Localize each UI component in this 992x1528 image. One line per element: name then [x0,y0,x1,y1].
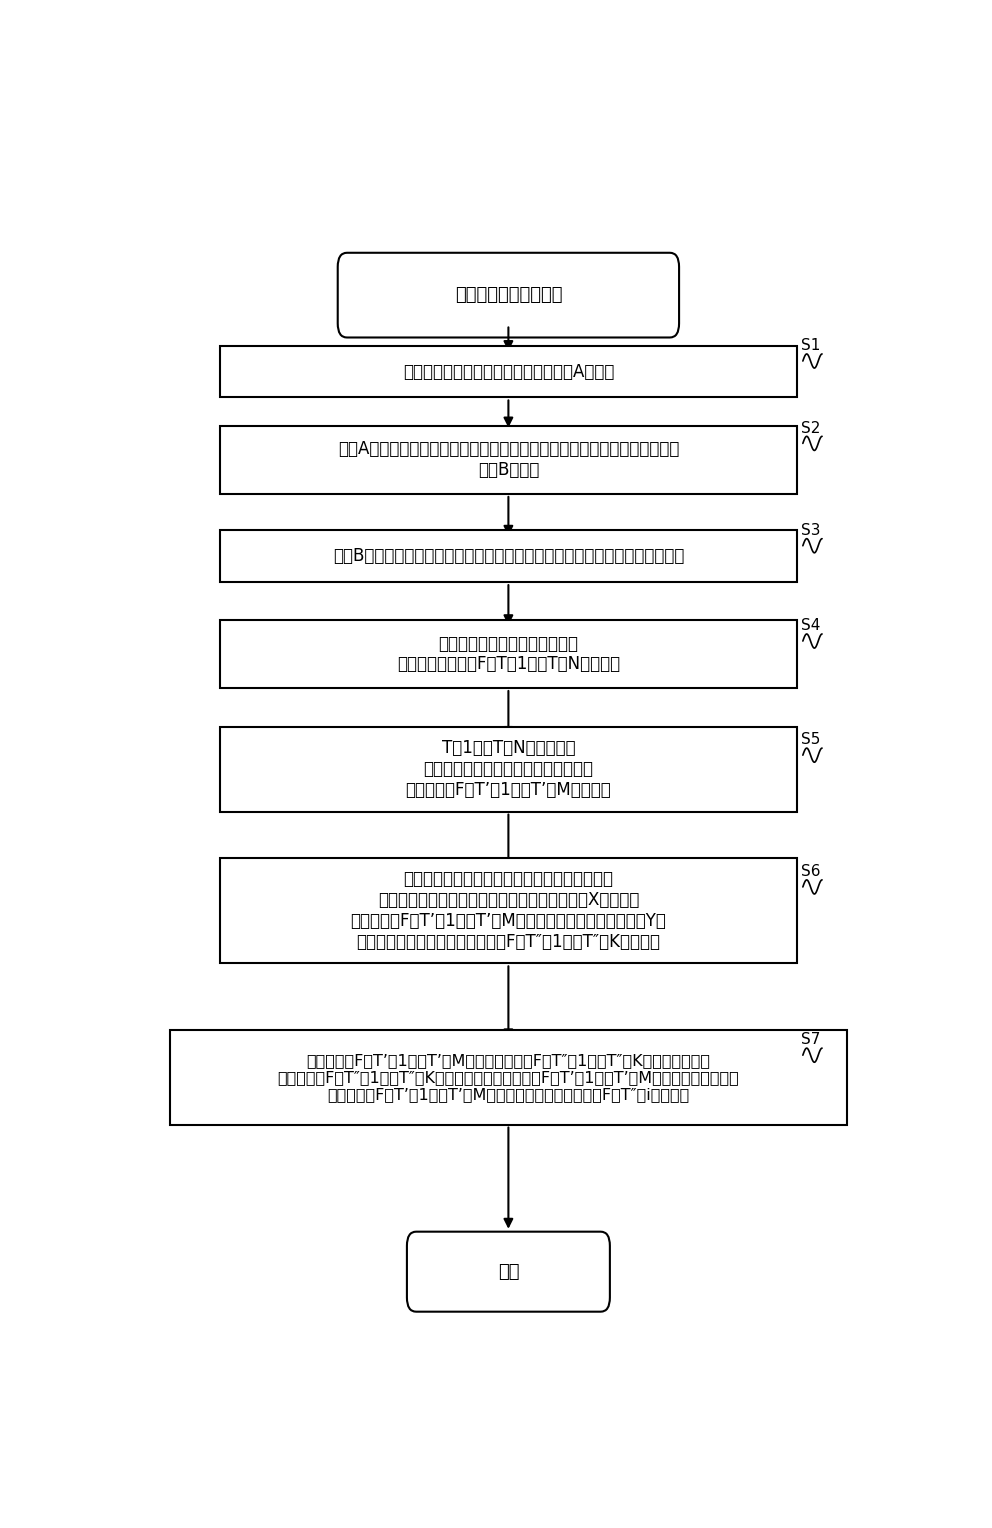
Text: S1: S1 [801,338,820,353]
Bar [220,530,797,582]
Text: S5: S5 [801,732,820,747]
Text: S3: S3 [801,523,820,538]
Text: 終了: 終了 [498,1262,519,1280]
Text: 有力候補他社の各々の出願から
上位のテーマコーFドT（1）～T（N）を抽出: 有力候補他社の各々の出願から 上位のテーマコーFドT（1）～T（N）を抽出 [397,634,620,674]
Text: テーマコーFドT’（1）～T’（M）にテーマコーFドT″（1）～T″（K）を対応付け、
テーマコーFドT″（1）～T″（K）に対応するテーマコーFドT’（1）～: テーマコーFドT’（1）～T’（M）にテーマコーFドT″（1）～T″（K）を対応… [278,1053,739,1102]
Bar [220,345,797,397]
Text: 新規事業分野選択処理: 新規事業分野選択処理 [454,286,562,304]
Text: T（1）～T（N）のうち、
一の企業が同等以上の技術力を有する
テーマコーFドT’（1）～T’（M）を抽出: T（1）～T（N）のうち、 一の企業が同等以上の技術力を有する テーマコーFドT… [406,740,611,799]
Text: S4: S4 [801,619,820,633]
Bar [220,727,797,811]
Text: 集合Aの被引用特許（一の企業の非競合となる他企業からの出願による）の
集合Bを生成: 集合Aの被引用特許（一の企業の非競合となる他企業からの出願による）の 集合Bを生… [337,440,680,480]
Text: S2: S2 [801,420,820,435]
Text: 一の企業の強み技術の特許出願の集合Aを生成: 一の企業の強み技術の特許出願の集合Aを生成 [403,362,614,380]
Bar [220,857,797,964]
Text: 集合Bから被引用回数が多い上位の特許出願の出願人（有力候補他社）を抽出: 集合Bから被引用回数が多い上位の特許出願の出願人（有力候補他社）を抽出 [332,547,684,565]
Bar [220,426,797,494]
Text: S6: S6 [801,865,820,879]
FancyBboxPatch shape [407,1232,610,1311]
Text: 「一の企業の強みの技術」と同じ技術について
他のあらゆる企業から出願された知的財産出願Xのうち、
テーマコーFドT’（1）～T’（M）が付与された知的財産出願Y: 「一の企業の強みの技術」と同じ技術について 他のあらゆる企業から出願された知的財… [350,871,667,950]
Bar [171,1030,847,1125]
Text: S7: S7 [801,1033,820,1047]
Bar [220,620,797,688]
FancyBboxPatch shape [337,252,680,338]
